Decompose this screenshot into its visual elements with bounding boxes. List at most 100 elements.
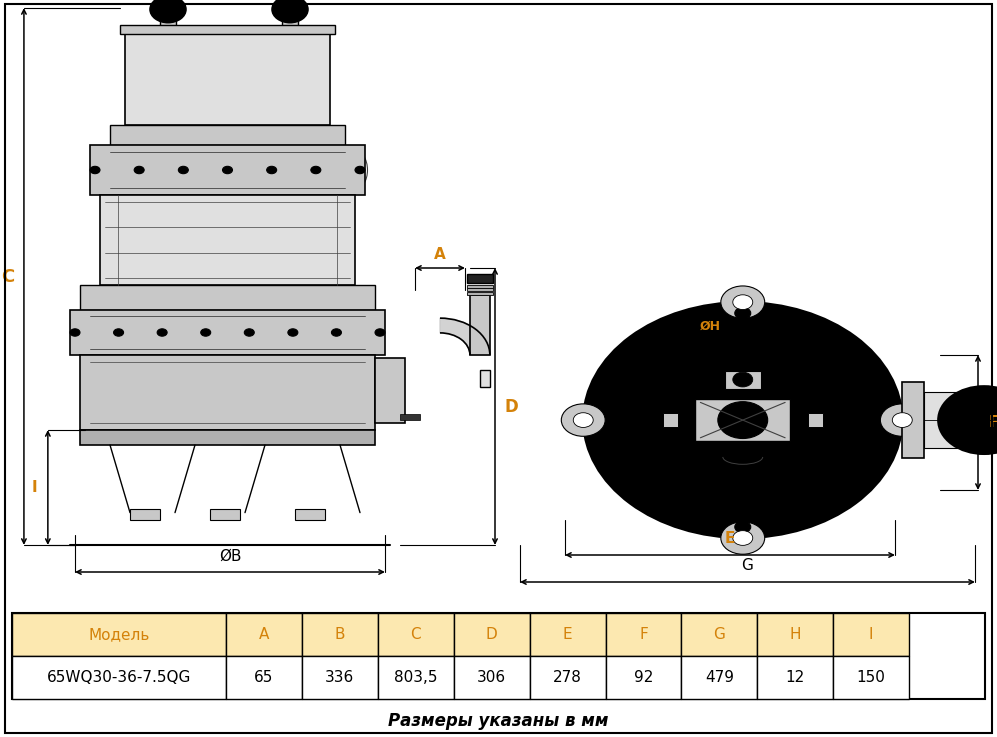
Text: G: G — [742, 559, 754, 573]
Text: 306: 306 — [478, 670, 506, 685]
Circle shape — [938, 386, 997, 454]
Bar — [90, 145, 365, 195]
Circle shape — [733, 372, 753, 387]
Circle shape — [598, 313, 887, 527]
Circle shape — [272, 0, 308, 23]
Bar — [226, 656, 302, 699]
Text: C: C — [1, 268, 15, 285]
Circle shape — [872, 447, 888, 459]
Circle shape — [880, 404, 924, 436]
Text: ØH: ØH — [700, 320, 721, 333]
Bar — [470, 295, 490, 355]
Text: D: D — [486, 627, 498, 642]
Bar — [902, 382, 924, 458]
Text: 479: 479 — [705, 670, 734, 685]
Circle shape — [266, 167, 276, 174]
Circle shape — [331, 329, 341, 336]
Circle shape — [872, 381, 888, 393]
Bar — [681, 656, 758, 699]
Bar — [833, 656, 909, 699]
Text: 12: 12 — [786, 670, 805, 685]
Circle shape — [244, 329, 254, 336]
Bar — [681, 613, 758, 656]
Bar — [12, 656, 226, 699]
Circle shape — [892, 413, 912, 427]
Bar — [226, 613, 302, 656]
Bar — [605, 613, 681, 656]
Bar — [302, 656, 378, 699]
Bar — [467, 274, 493, 283]
Bar — [663, 413, 678, 427]
Text: H: H — [790, 627, 801, 642]
Bar — [70, 310, 385, 355]
Bar — [375, 357, 405, 422]
Circle shape — [135, 167, 145, 174]
Text: I: I — [32, 480, 38, 495]
Bar — [467, 284, 493, 288]
Circle shape — [573, 413, 593, 427]
Circle shape — [561, 404, 605, 436]
Text: 92: 92 — [634, 670, 653, 685]
Circle shape — [721, 522, 765, 554]
Circle shape — [650, 328, 666, 340]
Circle shape — [735, 521, 751, 533]
Circle shape — [597, 447, 613, 459]
Text: Модель: Модель — [89, 627, 150, 642]
Bar — [210, 509, 240, 520]
Circle shape — [735, 307, 751, 319]
Text: ØB: ØB — [218, 548, 241, 563]
Text: C: C — [411, 627, 421, 642]
Bar — [12, 613, 226, 656]
Circle shape — [375, 329, 385, 336]
Circle shape — [114, 329, 124, 336]
Text: G: G — [714, 627, 726, 642]
Bar — [529, 656, 605, 699]
Bar — [808, 413, 823, 427]
Circle shape — [70, 329, 80, 336]
Bar — [480, 370, 490, 387]
Bar — [100, 195, 355, 285]
Bar — [758, 656, 833, 699]
Bar — [758, 613, 833, 656]
Bar — [725, 371, 761, 389]
Bar — [378, 613, 454, 656]
Bar — [130, 509, 160, 520]
Bar — [161, 17, 176, 30]
Circle shape — [820, 500, 835, 512]
Circle shape — [733, 295, 753, 310]
Text: 803,5: 803,5 — [394, 670, 438, 685]
Text: 278: 278 — [553, 670, 582, 685]
Circle shape — [151, 0, 186, 23]
Bar — [833, 613, 909, 656]
Circle shape — [721, 286, 765, 318]
Bar — [529, 613, 605, 656]
Bar — [696, 399, 790, 441]
Bar — [454, 613, 529, 656]
Circle shape — [718, 402, 768, 439]
Text: Размеры указаны в мм: Размеры указаны в мм — [388, 712, 609, 730]
Bar — [80, 355, 375, 430]
Circle shape — [597, 381, 613, 393]
Circle shape — [650, 500, 666, 512]
Bar — [282, 17, 298, 30]
Circle shape — [820, 328, 835, 340]
Bar — [80, 285, 375, 310]
Text: 65WQ30-36-7.5QG: 65WQ30-36-7.5QG — [47, 670, 191, 685]
Bar — [605, 656, 681, 699]
Circle shape — [733, 531, 753, 545]
Text: F: F — [639, 627, 648, 642]
Circle shape — [158, 329, 167, 336]
Bar — [12, 613, 985, 699]
Circle shape — [222, 167, 232, 174]
Circle shape — [668, 365, 818, 475]
Circle shape — [288, 329, 298, 336]
Bar — [400, 414, 420, 420]
Text: E: E — [562, 627, 572, 642]
Bar — [295, 509, 325, 520]
Circle shape — [90, 167, 100, 174]
Bar — [120, 25, 335, 34]
Bar — [302, 613, 378, 656]
Text: A: A — [259, 627, 269, 642]
Text: 65: 65 — [254, 670, 274, 685]
Circle shape — [200, 329, 210, 336]
